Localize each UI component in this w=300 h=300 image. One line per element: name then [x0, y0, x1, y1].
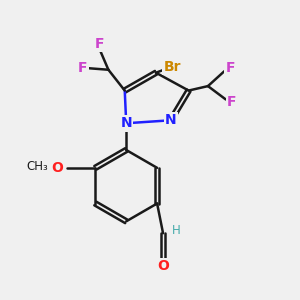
- Text: F: F: [226, 61, 235, 75]
- Text: F: F: [95, 37, 104, 51]
- Text: CH₃: CH₃: [26, 160, 48, 173]
- Text: F: F: [78, 61, 87, 75]
- Text: F: F: [227, 95, 236, 110]
- Text: O: O: [51, 161, 63, 175]
- Text: N: N: [165, 113, 177, 127]
- Text: Br: Br: [164, 60, 181, 74]
- Text: O: O: [157, 259, 169, 273]
- Text: N: N: [120, 116, 132, 130]
- Text: H: H: [172, 224, 181, 237]
